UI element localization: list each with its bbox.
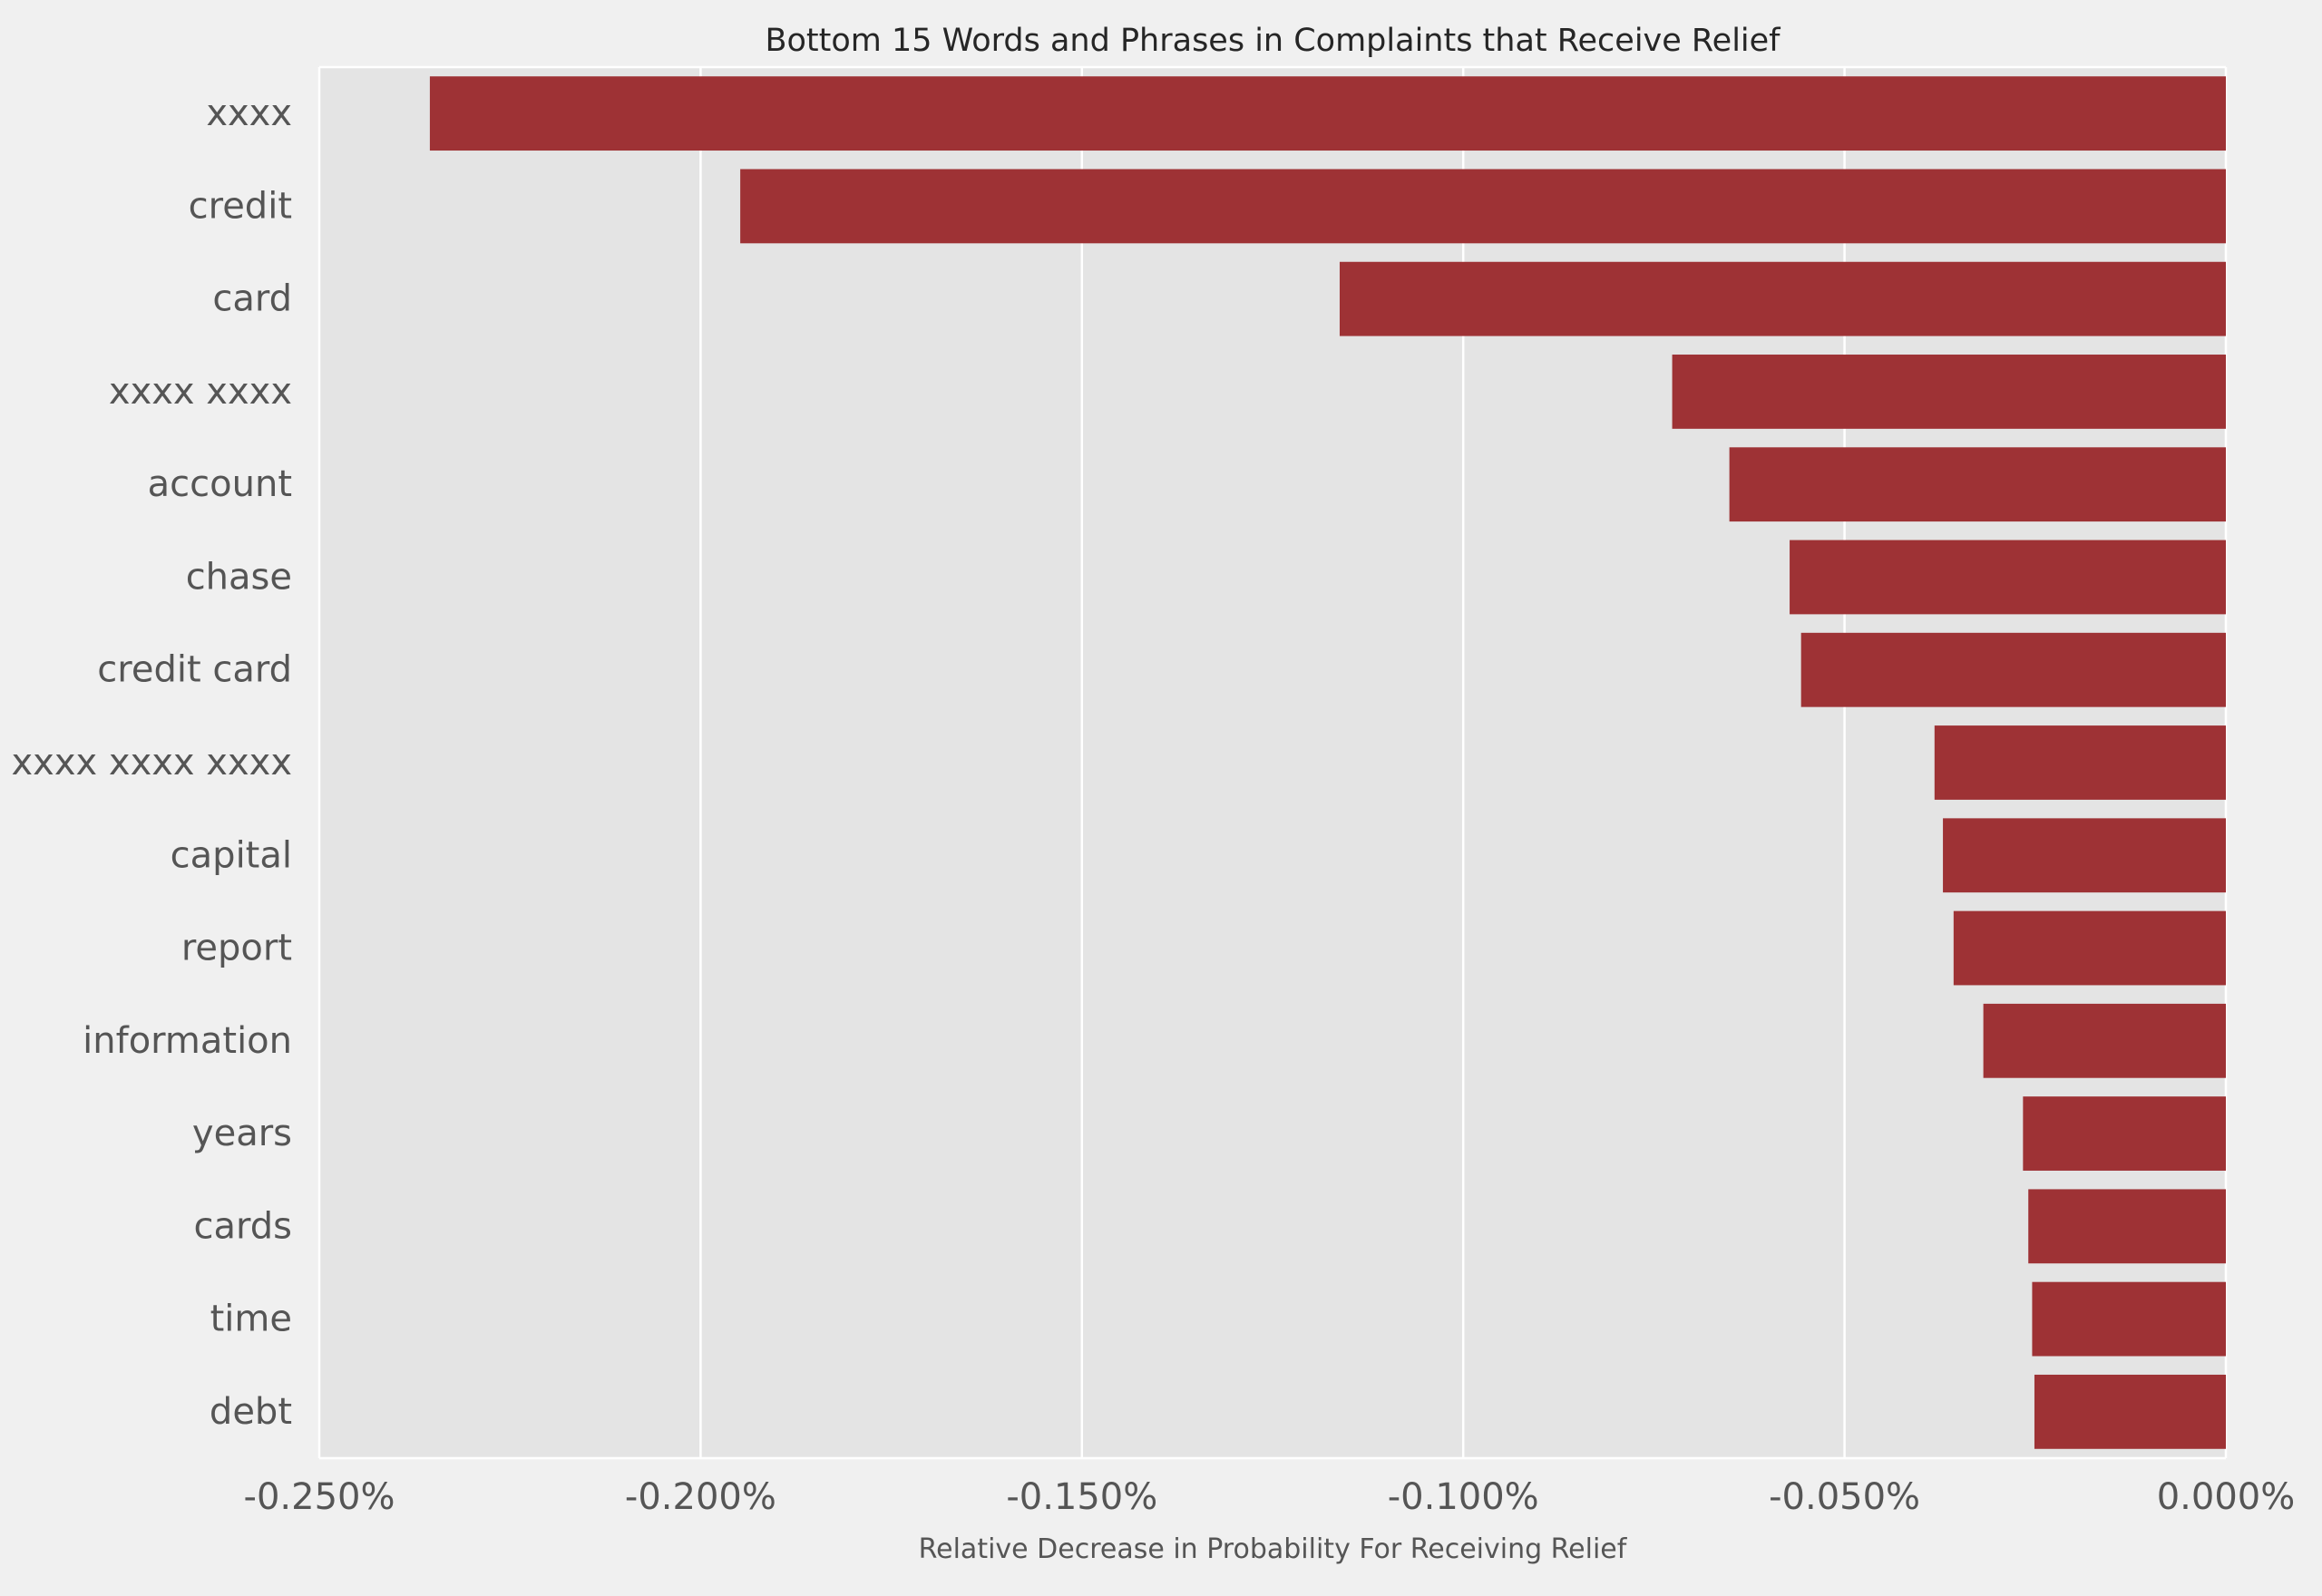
y-tick-label: years bbox=[192, 1113, 292, 1154]
bar bbox=[1934, 725, 2226, 800]
bar bbox=[1983, 1003, 2226, 1078]
y-tick-label: cards bbox=[194, 1205, 292, 1247]
bar bbox=[740, 169, 2226, 244]
y-tick-label: xxxx bbox=[206, 92, 292, 134]
bar bbox=[1672, 355, 2226, 429]
y-tick-label: capital bbox=[171, 834, 292, 876]
x-tick-label: -0.150% bbox=[1006, 1476, 1157, 1518]
y-tick-label: account bbox=[148, 463, 292, 505]
x-tick-label: -0.050% bbox=[1769, 1476, 1920, 1518]
x-tick-labels: -0.250% -0.200% -0.150% -0.100% -0.050% 0.000… bbox=[244, 1476, 2296, 1518]
bar bbox=[2028, 1189, 2226, 1264]
bar bbox=[1943, 818, 2226, 893]
chart-title: Bottom 15 Words and Phrases in Complaint… bbox=[765, 23, 1781, 59]
y-tick-label: time bbox=[210, 1299, 292, 1340]
x-axis-label: Relative Decrease in Probability For Rec… bbox=[919, 1533, 1628, 1565]
x-tick-label: -0.250% bbox=[244, 1476, 395, 1518]
bar bbox=[1729, 447, 2226, 522]
bar bbox=[1800, 632, 2226, 707]
y-tick-label: xxxx xxxx xxxx bbox=[12, 742, 293, 783]
y-tick-label: xxxx xxxx bbox=[109, 371, 292, 413]
x-tick-label: 0.000% bbox=[2157, 1476, 2296, 1518]
y-tick-labels: xxxx credit card xxxx xxxx account chase credi… bbox=[12, 92, 293, 1433]
bar bbox=[2023, 1096, 2226, 1171]
bars bbox=[429, 76, 2226, 1449]
y-tick-label: information bbox=[83, 1020, 292, 1062]
y-tick-label: card bbox=[212, 278, 292, 320]
y-tick-label: chase bbox=[186, 556, 292, 598]
x-tick-label: -0.100% bbox=[1388, 1476, 1539, 1518]
bar bbox=[1953, 910, 2226, 986]
y-tick-label: credit card bbox=[97, 649, 292, 691]
bar bbox=[2032, 1281, 2226, 1357]
bar bbox=[429, 76, 2226, 151]
y-tick-label: credit bbox=[189, 185, 292, 227]
bar bbox=[1790, 540, 2226, 615]
y-tick-label: debt bbox=[210, 1391, 292, 1433]
y-tick-label: report bbox=[181, 928, 292, 969]
bar bbox=[1339, 261, 2226, 336]
x-tick-label: -0.200% bbox=[625, 1476, 776, 1518]
bar bbox=[2034, 1374, 2226, 1449]
